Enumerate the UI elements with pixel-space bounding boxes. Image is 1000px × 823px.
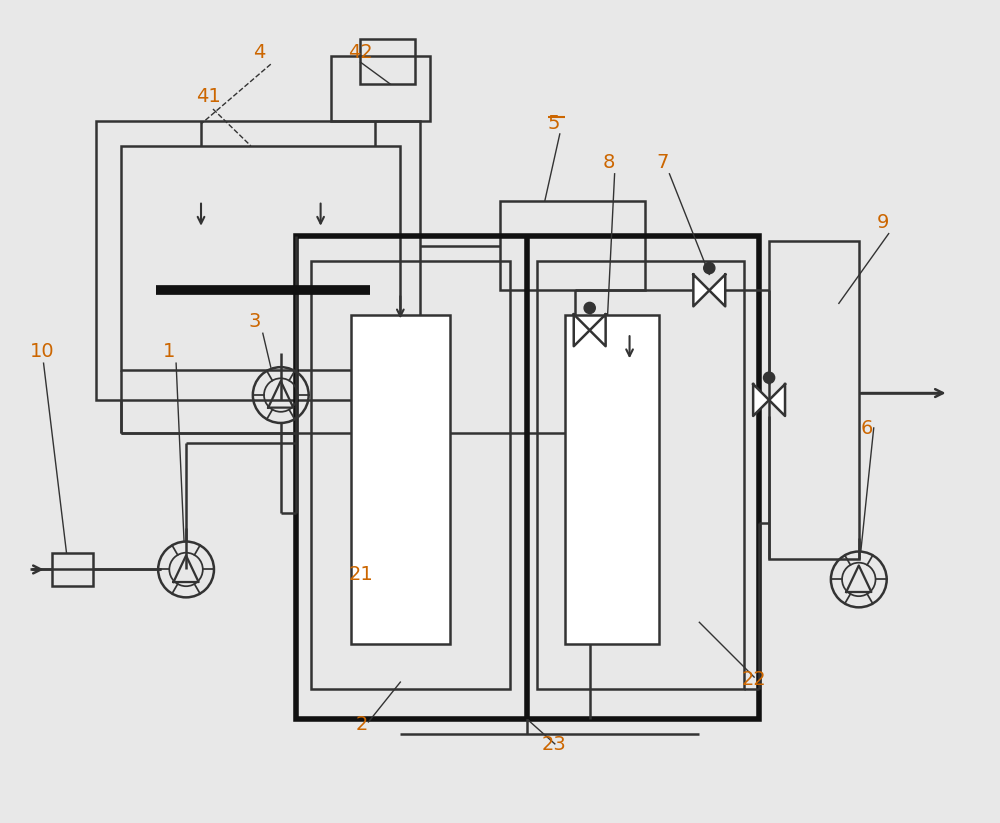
Text: 5: 5 xyxy=(548,114,560,133)
Bar xyxy=(121,146,400,370)
Text: 42: 42 xyxy=(349,43,373,63)
Text: 4: 4 xyxy=(253,43,265,63)
Polygon shape xyxy=(590,314,606,346)
Bar xyxy=(331,56,430,121)
Text: 22: 22 xyxy=(741,670,766,689)
Bar xyxy=(769,240,859,560)
Circle shape xyxy=(584,302,595,314)
Polygon shape xyxy=(693,274,709,306)
Text: 3: 3 xyxy=(249,312,261,332)
Text: 9: 9 xyxy=(877,212,889,231)
Bar xyxy=(96,121,420,400)
Bar xyxy=(565,315,659,644)
Text: 7: 7 xyxy=(656,153,669,172)
Bar xyxy=(52,552,93,587)
Text: 41: 41 xyxy=(196,87,221,106)
Bar xyxy=(351,315,450,644)
Circle shape xyxy=(704,263,715,274)
Bar xyxy=(500,201,645,291)
Bar xyxy=(311,261,510,689)
Text: 10: 10 xyxy=(30,342,54,361)
Polygon shape xyxy=(753,384,769,416)
Text: 23: 23 xyxy=(542,735,567,754)
Text: 6: 6 xyxy=(861,419,873,438)
Polygon shape xyxy=(709,274,725,306)
Bar xyxy=(537,261,744,689)
Text: 8: 8 xyxy=(603,153,615,172)
Polygon shape xyxy=(769,384,785,416)
Polygon shape xyxy=(574,314,590,346)
Text: 1: 1 xyxy=(163,342,176,361)
Text: 2: 2 xyxy=(355,715,368,734)
Bar xyxy=(360,40,415,84)
Circle shape xyxy=(764,372,775,384)
Text: 21: 21 xyxy=(349,565,373,584)
Bar xyxy=(296,235,759,719)
